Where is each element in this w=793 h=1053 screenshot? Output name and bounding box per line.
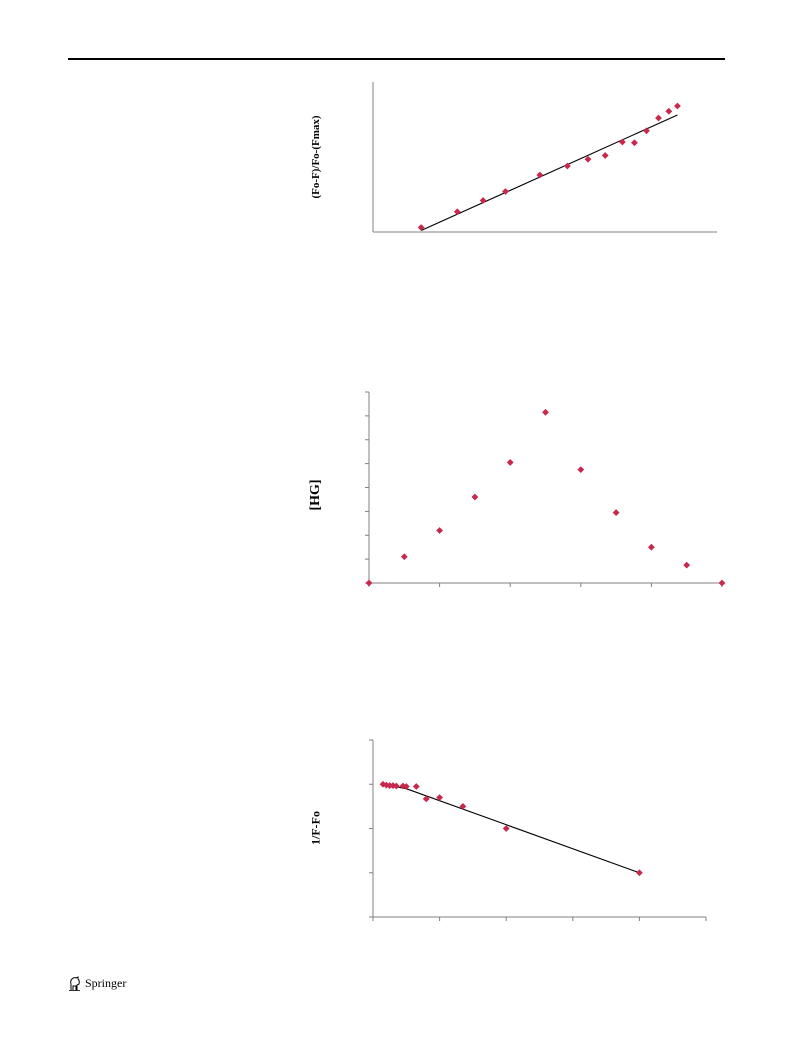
chart-2-plot bbox=[365, 391, 726, 587]
data-point bbox=[402, 783, 410, 790]
data-point bbox=[665, 107, 673, 115]
data-point bbox=[392, 782, 400, 790]
data-point bbox=[379, 780, 387, 788]
data-point bbox=[612, 509, 620, 516]
trendline bbox=[382, 783, 640, 874]
chart-3 bbox=[369, 738, 710, 923]
data-point bbox=[542, 408, 549, 416]
data-point bbox=[400, 553, 408, 561]
data-point bbox=[536, 171, 544, 179]
data-point bbox=[619, 138, 626, 146]
data-point bbox=[584, 155, 592, 163]
footer-publisher: Springer bbox=[85, 976, 127, 990]
data-point bbox=[502, 825, 510, 832]
data-point bbox=[412, 783, 420, 790]
data-point bbox=[601, 152, 609, 159]
data-point bbox=[417, 224, 425, 231]
data-point bbox=[718, 579, 726, 587]
chart-2-ylabel: [HG] bbox=[308, 479, 323, 511]
data-point bbox=[674, 102, 681, 110]
footer: Springer bbox=[68, 976, 126, 991]
data-point bbox=[506, 459, 514, 466]
data-point bbox=[563, 162, 571, 170]
data-point bbox=[631, 139, 638, 147]
chart-3-plot bbox=[369, 739, 707, 921]
data-point bbox=[471, 493, 479, 501]
data-point bbox=[479, 197, 487, 204]
data-point bbox=[502, 188, 509, 195]
chart-1 bbox=[370, 80, 720, 235]
data-point bbox=[453, 208, 461, 216]
data-point bbox=[436, 794, 443, 801]
header-rule bbox=[68, 58, 725, 60]
trendline bbox=[420, 114, 678, 232]
data-point bbox=[577, 466, 585, 473]
chart-1-plot bbox=[372, 82, 717, 233]
data-point bbox=[365, 579, 373, 587]
data-point bbox=[683, 561, 691, 569]
data-point bbox=[643, 127, 650, 135]
data-point bbox=[422, 795, 430, 803]
chart-3-ylabel: 1/F-Fo bbox=[308, 811, 323, 845]
data-point bbox=[459, 802, 467, 810]
data-point bbox=[655, 114, 662, 122]
data-point bbox=[636, 869, 643, 877]
springer-horse-icon bbox=[69, 976, 80, 991]
data-point bbox=[648, 543, 655, 551]
chart-1-ylabel: (Fo-F)/Fo-(Fmax) bbox=[310, 115, 322, 199]
chart-2 bbox=[365, 390, 726, 590]
data-point bbox=[436, 527, 443, 534]
